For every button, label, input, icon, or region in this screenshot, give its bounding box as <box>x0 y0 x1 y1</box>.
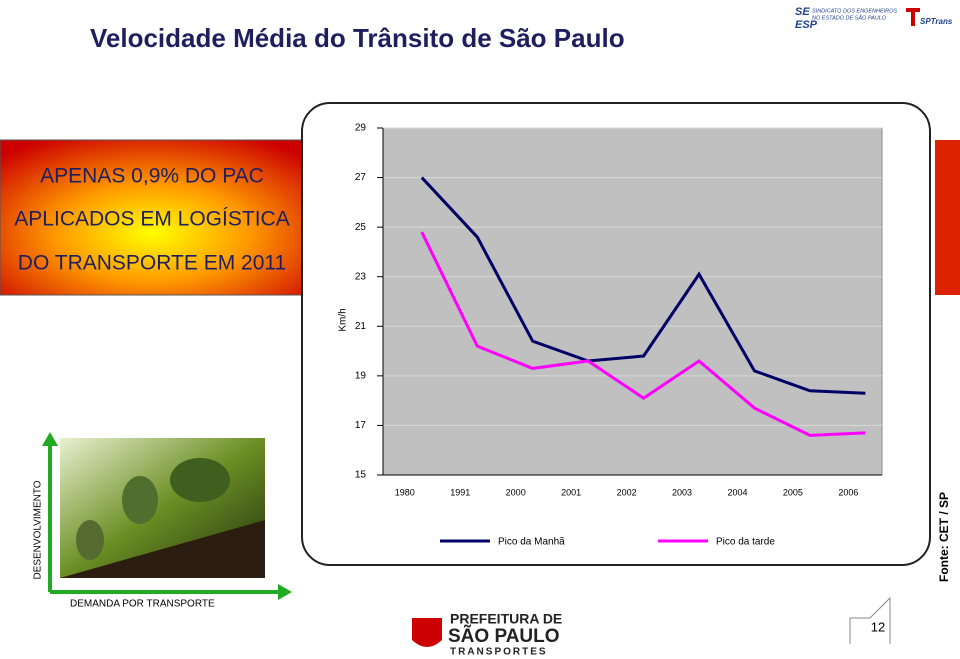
x-tick-label: 2005 <box>783 487 803 497</box>
right-strip <box>935 140 960 295</box>
y-tick-label: 23 <box>355 271 367 282</box>
x-tick-label: 2004 <box>727 487 747 497</box>
page-number-frame <box>849 596 891 644</box>
y-tick-label: 19 <box>355 370 367 381</box>
y-tick-label: 27 <box>355 172 367 183</box>
axis-concept-label: DEMANDA POR TRANSPORTE <box>70 599 215 610</box>
slide-title: Velocidade Média do Trânsito de São Paul… <box>90 23 625 53</box>
arrow-head <box>278 584 292 600</box>
series-line <box>420 176 866 395</box>
y-tick-label: 21 <box>355 321 367 332</box>
callout-line: DO TRANSPORTE EM 2011 <box>18 252 286 275</box>
logo-text: SINDICATO DOS ENGENHEIROS <box>812 8 897 14</box>
page-number: 12 <box>871 619 885 634</box>
x-tick-label: 2002 <box>617 487 637 497</box>
logo-text: SÃO PAULO <box>448 625 560 647</box>
legend-label: Pico da tarde <box>716 537 775 548</box>
x-tick-label: 1991 <box>450 487 470 497</box>
y-tick-label: 25 <box>355 222 367 233</box>
x-tick-label: 2003 <box>672 487 692 497</box>
x-tick-label: 2000 <box>506 487 526 497</box>
series-line <box>420 231 866 437</box>
logo-text: TRANSPORTES <box>450 647 548 658</box>
plot-area <box>382 127 883 476</box>
logo-text: NO ESTADO DE SÃO PAULO <box>812 14 887 21</box>
union-logo: SE ESP SINDICATO DOS ENGENHEIROS NO ESTA… <box>795 6 953 31</box>
axis-concept-label: DESENVOLVIMENTO <box>33 480 44 579</box>
arrow-head <box>42 432 58 446</box>
logo-mark <box>906 8 920 26</box>
callout-line: APLICADOS EM LOGÍSTICA <box>14 208 289 231</box>
logo-text: SPTrans <box>920 17 953 26</box>
ants-image <box>60 438 265 578</box>
x-tick-label: 2001 <box>561 487 581 497</box>
logo-text: ESP <box>795 19 818 31</box>
prefeitura-logo: PREFEITURA DE SÃO PAULO TRANSPORTES <box>412 611 562 658</box>
x-tick-label: 2006 <box>838 487 858 497</box>
y-axis-title: Km/h <box>338 308 349 331</box>
x-tick-label: 1980 <box>395 487 415 497</box>
callout-line: APENAS 0,9% DO PAC <box>40 165 264 188</box>
y-tick-label: 17 <box>355 420 367 431</box>
y-tick-label: 29 <box>355 123 367 134</box>
callout-box <box>0 139 306 296</box>
y-tick-label: 15 <box>355 470 367 481</box>
source-note: Fonte: CET / SP <box>937 492 951 582</box>
logo-text: SE <box>795 6 810 18</box>
legend-label: Pico da Manhã <box>498 537 565 548</box>
logo-text: PREFEITURA DE <box>450 611 562 627</box>
